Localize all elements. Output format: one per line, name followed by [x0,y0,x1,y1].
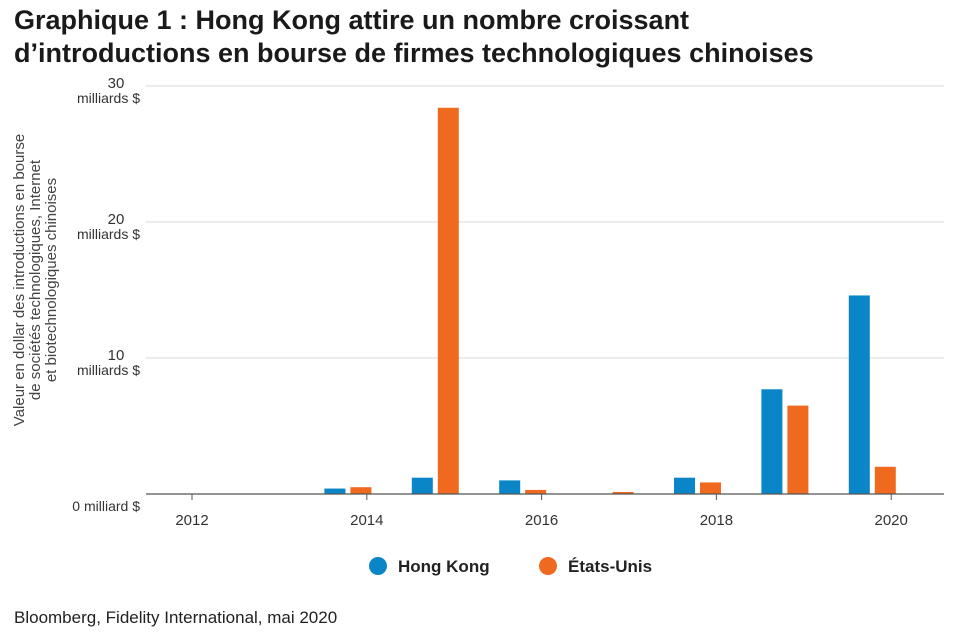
x-tick-label-2016: 2016 [525,512,558,529]
bar-hong-kong-2018 [761,389,783,494]
bar-etats-unis-2018 [787,405,809,494]
bar-hong-kong-2013 [324,488,346,494]
y-axis-title-line-3: et biotechnologiques chinoises [43,178,60,382]
legend-marker-etats-unis [539,557,557,575]
x-tick-label-2012: 2012 [175,512,208,529]
x-tick-label-2020: 2020 [875,512,908,529]
y-axis-title-line-1: Valeur en dollar des introductions en bo… [11,134,28,426]
y-tick-unit-20: milliards $ [77,226,140,242]
bar-hong-kong-2015 [499,480,521,494]
chart-title-line-1: Graphique 1 : Hong Kong attire un nombre… [14,5,690,35]
y-tick-unit-0: 0 milliard $ [72,498,140,514]
bar-etats-unis-2019 [874,466,896,494]
bar-etats-unis-2013 [350,487,372,494]
bar-hong-kong-2019 [848,295,870,494]
bar-etats-unis-2015 [525,489,547,494]
x-tick-label-2014: 2014 [350,512,383,529]
legend-label-hong-kong: Hong Kong [398,557,490,576]
source-note: Bloomberg, Fidelity International, mai 2… [14,608,338,627]
y-tick-number-10: 10 [108,347,125,364]
bar-etats-unis-2017 [700,482,721,494]
bar-etats-unis-2016 [612,491,634,494]
chart-title-line-2: d’introductions en bourse de firmes tech… [14,38,814,68]
y-axis-title-line-2: de sociétés technologiques, Internet [27,159,44,400]
y-tick-unit-10: milliards $ [77,362,140,378]
bar-etats-unis-2014 [437,107,459,494]
legend-marker-hong-kong [369,557,387,575]
y-tick-unit-30: milliards $ [77,90,140,106]
y-tick-number-30: 30 [108,75,125,92]
bar-hong-kong-2014 [411,477,433,494]
legend-label-etats-unis: États-Unis [568,557,652,576]
chart-title: Graphique 1 : Hong Kong attire un nombre… [14,4,944,70]
x-tick-label-2018: 2018 [700,512,733,529]
y-tick-number-20: 20 [108,211,125,228]
bar-hong-kong-2017 [674,477,695,494]
